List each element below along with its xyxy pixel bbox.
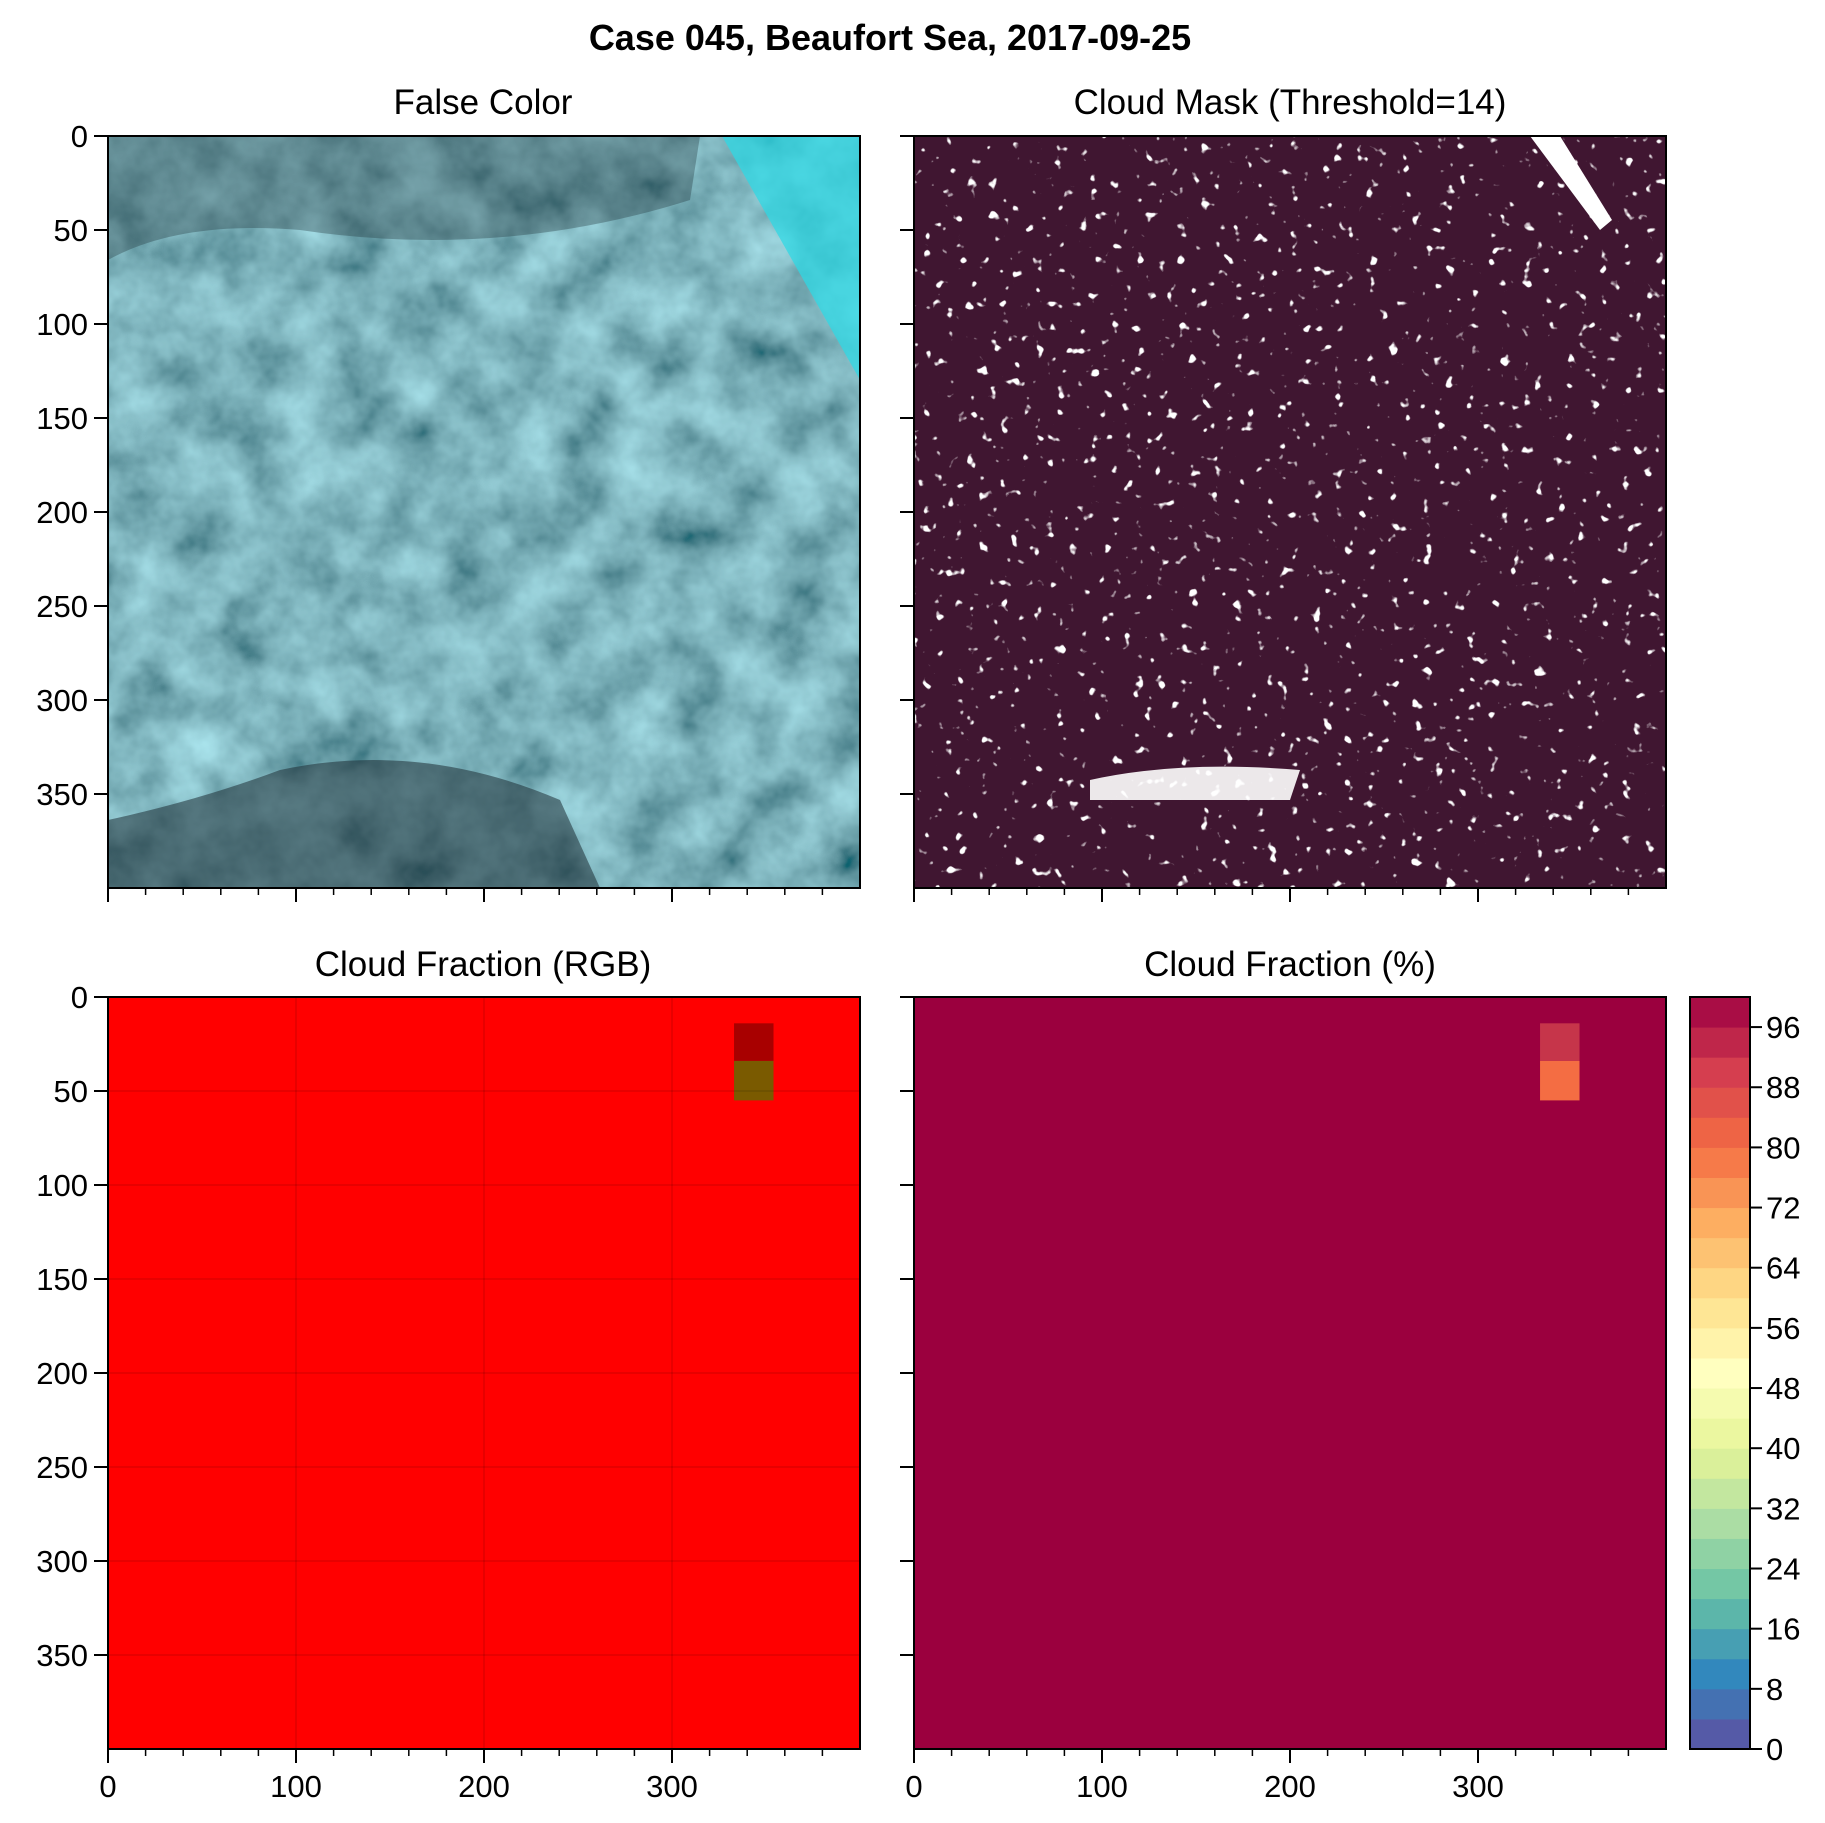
colorbar-level <box>1690 1388 1750 1419</box>
colorbar: 0 8 16 24 32 40 48 56 64 72 80 88 96 <box>1689 996 1800 1767</box>
panel-title-cloud-fraction-rgb: Cloud Fraction (RGB) <box>315 945 651 984</box>
figure-title: Case 045, Beaufort Sea, 2017-09-25 <box>589 17 1191 58</box>
colorbar-tick-label: 72 <box>1766 1191 1800 1226</box>
colorbar-level <box>1690 1658 1750 1690</box>
y-tick-label: 100 <box>36 1168 88 1203</box>
colorbar-frame <box>1689 996 1751 1750</box>
colorbar-level <box>1690 1568 1750 1600</box>
colorbar-level <box>1690 1478 1750 1509</box>
y-tick-label: 200 <box>36 495 88 530</box>
colorbar-tick-label: 56 <box>1766 1311 1800 1346</box>
y-tick-label: 350 <box>36 777 88 812</box>
x-tick-label: 0 <box>99 1769 116 1804</box>
colorbar-tick-label: 64 <box>1766 1251 1800 1286</box>
heatmap-cell-0 <box>1540 1023 1580 1061</box>
colorbar-level <box>1690 1147 1750 1178</box>
colorbar-level <box>1690 1327 1750 1359</box>
colorbar-level <box>1690 1357 1750 1389</box>
colorbar-tick-label: 88 <box>1766 1070 1800 1105</box>
colorbar-level <box>1690 1718 1750 1750</box>
false-color-image <box>108 136 860 888</box>
x-tick-label: 200 <box>458 1769 510 1804</box>
colorbar-level <box>1690 1087 1750 1118</box>
colorbar-level <box>1690 1688 1750 1720</box>
y-tick-label: 0 <box>71 980 88 1015</box>
colorbar-level <box>1690 1177 1750 1209</box>
colorbar-level <box>1690 1418 1750 1449</box>
y-tick-label: 300 <box>36 683 88 718</box>
cloud-mask-image <box>914 136 1666 888</box>
colorbar-level <box>1690 1297 1750 1329</box>
colorbar-level <box>1690 1027 1750 1058</box>
colorbar-level <box>1690 1598 1750 1630</box>
panel-cloud-mask: Cloud Mask (Threshold=14) <box>914 83 1666 888</box>
y-tick-label: 250 <box>36 1450 88 1485</box>
colorbar-level <box>1690 1508 1750 1539</box>
y-tick-label: 150 <box>36 401 88 436</box>
colorbar-tick-label: 0 <box>1766 1732 1783 1767</box>
y-tick-label: 200 <box>36 1356 88 1391</box>
colorbar-level <box>1690 1057 1750 1088</box>
x-tick-label: 100 <box>1076 1769 1128 1804</box>
panel-cloud-fraction-percent: Cloud Fraction (%) <box>914 945 1666 1749</box>
colorbar-level <box>1690 1237 1750 1269</box>
x-tick-label: 0 <box>905 1769 922 1804</box>
x-tick-label: 100 <box>270 1769 322 1804</box>
y-tick-label: 350 <box>36 1638 88 1673</box>
y-tick-label: 50 <box>54 213 88 248</box>
colorbar-level <box>1690 1538 1750 1570</box>
heatmap-cell-1 <box>1540 1060 1580 1101</box>
heatmap-background <box>108 997 860 1749</box>
colorbar-level <box>1690 1628 1750 1660</box>
panel-cloud-fraction-rgb: Cloud Fraction (RGB) <box>107 945 860 1749</box>
heatmap-cell-0 <box>734 1023 774 1061</box>
y-tick-label: 150 <box>36 1262 88 1297</box>
y-tick-label: 300 <box>36 1544 88 1579</box>
x-tick-label: 300 <box>646 1769 698 1804</box>
panel-title-false-color: False Color <box>394 83 573 122</box>
panel-title-cloud-fraction-percent: Cloud Fraction (%) <box>1144 945 1436 984</box>
heatmap-background <box>914 997 1666 1749</box>
y-tick-label: 250 <box>36 589 88 624</box>
colorbar-tick-label: 40 <box>1766 1431 1800 1466</box>
colorbar-level <box>1690 1207 1750 1239</box>
colorbar-level <box>1690 1448 1750 1479</box>
y-tick-label: 0 <box>71 119 88 154</box>
colorbar-level <box>1690 1117 1750 1148</box>
colorbar-tick-label: 24 <box>1766 1552 1800 1587</box>
x-tick-label: 200 <box>1264 1769 1316 1804</box>
colorbar-level <box>1690 1267 1750 1299</box>
y-tick-label: 100 <box>36 307 88 342</box>
colorbar-tick-label: 96 <box>1766 1010 1800 1045</box>
panel-false-color: False Color <box>108 83 860 888</box>
colorbar-level <box>1690 997 1750 1028</box>
colorbar-tick-label: 32 <box>1766 1491 1800 1526</box>
colorbar-tick-label: 80 <box>1766 1130 1800 1165</box>
x-tick-label: 300 <box>1452 1769 1504 1804</box>
axes-layer: 0 50 100 150 200 250 300 350 0 100 200 300 0 50 100 150… <box>36 119 1667 1804</box>
y-tick-label: 50 <box>54 1074 88 1109</box>
colorbar-tick-label: 8 <box>1766 1672 1783 1707</box>
heatmap-cell-1 <box>734 1060 774 1101</box>
colorbar-tick-label: 48 <box>1766 1371 1800 1406</box>
panel-title-cloud-mask: Cloud Mask (Threshold=14) <box>1074 83 1507 122</box>
colorbar-tick-label: 16 <box>1766 1612 1800 1647</box>
